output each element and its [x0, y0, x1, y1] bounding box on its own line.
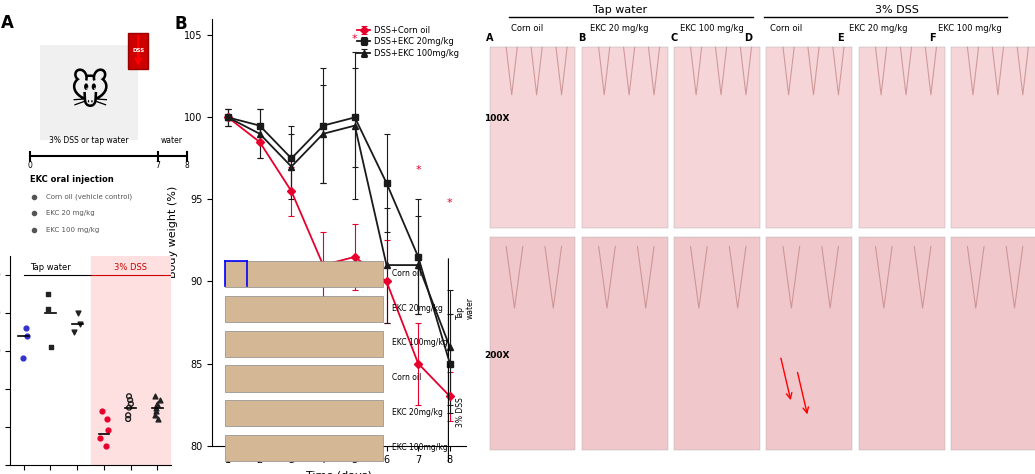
Text: C: C	[671, 33, 678, 43]
Bar	[767, 47, 852, 228]
Bar	[128, 33, 148, 69]
Text: EKC 20 mg/kg: EKC 20 mg/kg	[590, 24, 649, 33]
Point	[14, 355, 31, 362]
Bar	[91, 256, 174, 465]
Point	[147, 392, 164, 400]
Text: 8: 8	[185, 161, 189, 170]
Point	[98, 415, 115, 423]
Text: Corn oil: Corn oil	[392, 269, 422, 278]
Point	[147, 408, 164, 415]
Point	[69, 309, 86, 317]
Text: *: *	[415, 165, 421, 175]
Point	[99, 427, 116, 434]
Text: Corn oil: Corn oil	[770, 24, 802, 33]
Bar	[674, 47, 760, 228]
Bar	[859, 47, 945, 228]
Text: Tap water: Tap water	[30, 263, 70, 272]
Point	[92, 434, 109, 442]
Text: D: D	[744, 33, 752, 43]
Point	[122, 400, 139, 408]
Point	[18, 324, 34, 332]
Text: Corn oil (vehicle control): Corn oil (vehicle control)	[46, 193, 131, 200]
Bar	[39, 45, 139, 140]
Text: Tap
water: Tap water	[455, 297, 475, 319]
Point	[43, 343, 60, 351]
Bar	[859, 237, 945, 450]
Point	[65, 328, 82, 336]
Text: EKC 100 mg/kg: EKC 100 mg/kg	[939, 24, 1002, 33]
Bar	[225, 261, 383, 287]
Point	[151, 396, 168, 404]
Text: 3% DSS: 3% DSS	[455, 398, 465, 427]
Bar	[225, 331, 383, 357]
Bar	[674, 237, 760, 450]
Text: water: water	[160, 136, 182, 145]
Y-axis label: Body weight (%): Body weight (%)	[169, 186, 178, 278]
Point	[97, 442, 114, 449]
Bar	[951, 47, 1035, 228]
Text: DSS: DSS	[132, 48, 144, 54]
X-axis label: Time (days): Time (days)	[306, 471, 372, 474]
Text: 200X: 200X	[484, 351, 509, 360]
Text: EKC 20mg/kg: EKC 20mg/kg	[392, 408, 443, 417]
Bar	[582, 47, 668, 228]
Text: Corn oil: Corn oil	[511, 24, 543, 33]
Point	[120, 415, 137, 423]
Bar	[225, 296, 383, 322]
Text: 3% DSS: 3% DSS	[114, 263, 147, 272]
Bar	[225, 365, 383, 392]
Text: EKC 100 mg/kg: EKC 100 mg/kg	[680, 24, 744, 33]
Point	[121, 404, 138, 411]
Legend: DSS+Corn oil, DSS+EKC 20mg/kg, DSS+EKC 100mg/kg: DSS+Corn oil, DSS+EKC 20mg/kg, DSS+EKC 1…	[355, 23, 462, 60]
Bar	[225, 400, 383, 426]
Text: EKC 100mg/kg: EKC 100mg/kg	[392, 338, 448, 347]
Point	[122, 396, 139, 404]
Bar	[582, 237, 668, 450]
Text: A: A	[485, 33, 494, 43]
Bar	[767, 237, 852, 450]
Text: *: *	[447, 198, 452, 208]
Text: F: F	[928, 33, 936, 43]
Text: EKC 20 mg/kg: EKC 20 mg/kg	[46, 210, 94, 216]
Text: EKC 100 mg/kg: EKC 100 mg/kg	[46, 227, 99, 233]
Text: 0: 0	[28, 161, 32, 170]
Text: Corn oil: Corn oil	[392, 373, 422, 382]
Point	[149, 400, 166, 408]
Text: 7: 7	[155, 161, 160, 170]
Text: 3% DSS: 3% DSS	[875, 5, 918, 15]
Text: A: A	[0, 14, 13, 32]
Bar	[951, 237, 1035, 450]
Text: E: E	[836, 33, 844, 43]
Point	[146, 411, 162, 419]
Text: EKC 100mg/kg: EKC 100mg/kg	[392, 443, 448, 452]
Point	[19, 332, 35, 339]
Text: EKC oral injection: EKC oral injection	[30, 175, 114, 184]
Text: B: B	[579, 33, 586, 43]
Bar	[490, 237, 575, 450]
Point	[120, 411, 137, 419]
Text: B: B	[174, 15, 186, 33]
Point	[150, 415, 167, 423]
Point	[148, 404, 165, 411]
Bar	[225, 435, 383, 461]
Text: 100X: 100X	[484, 114, 509, 123]
Text: EKC 20mg/kg: EKC 20mg/kg	[392, 304, 443, 312]
Point	[39, 305, 56, 313]
Text: 🐭: 🐭	[68, 73, 110, 112]
Bar	[490, 47, 575, 228]
Point	[121, 392, 138, 400]
Text: EKC 20 mg/kg: EKC 20 mg/kg	[849, 24, 908, 33]
Point	[71, 320, 88, 328]
Text: Tap water: Tap water	[593, 5, 647, 15]
Text: 3% DSS or tap water: 3% DSS or tap water	[50, 136, 128, 145]
Point	[93, 408, 110, 415]
Text: *: *	[352, 34, 358, 44]
Point	[39, 290, 56, 298]
